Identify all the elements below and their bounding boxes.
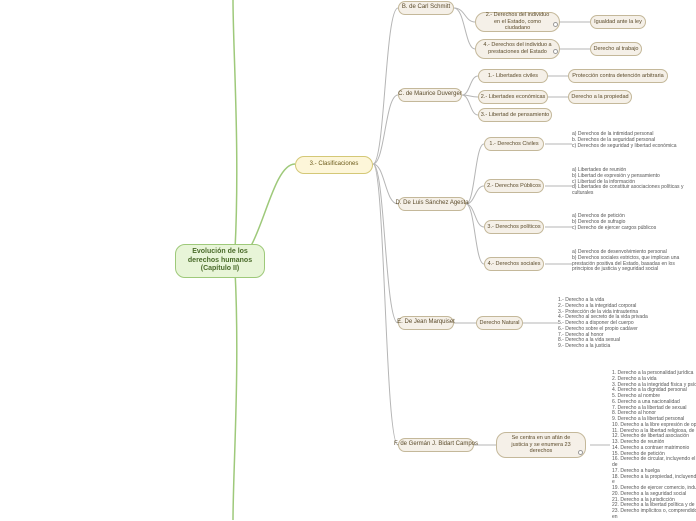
- schmitt-cat2-leaf[interactable]: Igualdad ante la ley: [590, 15, 646, 29]
- expand-marker[interactable]: [578, 450, 583, 455]
- duverger-cat3[interactable]: 3.- Libertad de pensamiento: [478, 108, 552, 122]
- sanchez-cat2-leaf: a) Libertades de reuniónb) Libertad de e…: [572, 168, 696, 197]
- duverger-cat2[interactable]: 2.- Libertades económicas: [478, 90, 548, 104]
- duverger-cat1[interactable]: 1.- Libertades civiles: [478, 69, 548, 83]
- sanchez-cat1-leaf: a) Derechos de la intimidad personalb. D…: [572, 132, 696, 149]
- author-schmitt[interactable]: B. de Carl Schmitt: [398, 1, 454, 15]
- sanchez-cat4-leaf: a) Derechos de desenvolvimiento personal…: [572, 250, 696, 273]
- schmitt-cat4-leaf[interactable]: Derecho al trabajo: [590, 42, 642, 56]
- duverger-cat1-leaf[interactable]: Protección contra detención arbitraria: [568, 69, 668, 83]
- sanchez-cat1[interactable]: 1.- Derechos Civiles: [484, 137, 544, 151]
- schmitt-cat2[interactable]: 2.- Derechos del individuo en el Estado,…: [475, 12, 560, 32]
- author-duverger[interactable]: C. de Maurice Duverger: [398, 88, 462, 102]
- marquiset-list: 1.- Derecho a la vida2.- Derecho a la in…: [558, 298, 696, 350]
- root-node[interactable]: Evolución de los derechos humanos (Capít…: [175, 244, 265, 278]
- author-bidart[interactable]: F. de Germán J. Bidart Campos: [398, 438, 474, 452]
- sanchez-cat2[interactable]: 2.- Derechos Públicos: [484, 179, 544, 193]
- expand-marker[interactable]: [553, 22, 558, 27]
- bidart-cat[interactable]: Se centra en un afán de justicia y se en…: [496, 432, 586, 458]
- schmitt-cat4[interactable]: 4.- Derechos del individuo a prestacione…: [475, 39, 560, 59]
- classifications-node[interactable]: 3.- Clasificaciones: [295, 156, 373, 174]
- author-sanchez[interactable]: D. De Luis Sánchez Agesta: [398, 197, 466, 211]
- sanchez-cat4[interactable]: 4.- Derechos sociales: [484, 257, 544, 271]
- expand-marker[interactable]: [553, 49, 558, 54]
- mindmap-canvas: Evolución de los derechos humanos (Capít…: [0, 0, 696, 520]
- bidart-list: 1. Derecho a la personalidad jurídica2. …: [612, 371, 696, 521]
- sanchez-cat3-leaf: a) Derechos de peticiónb) Derechos de su…: [572, 214, 696, 231]
- author-marquiset[interactable]: E. De Jean Marquiset: [398, 316, 454, 330]
- duverger-cat2-leaf[interactable]: Derecho a la propiedad: [568, 90, 632, 104]
- marquiset-cat[interactable]: Derecho Natural: [476, 316, 523, 330]
- sanchez-cat3[interactable]: 3.- Derechos políticos: [484, 220, 544, 234]
